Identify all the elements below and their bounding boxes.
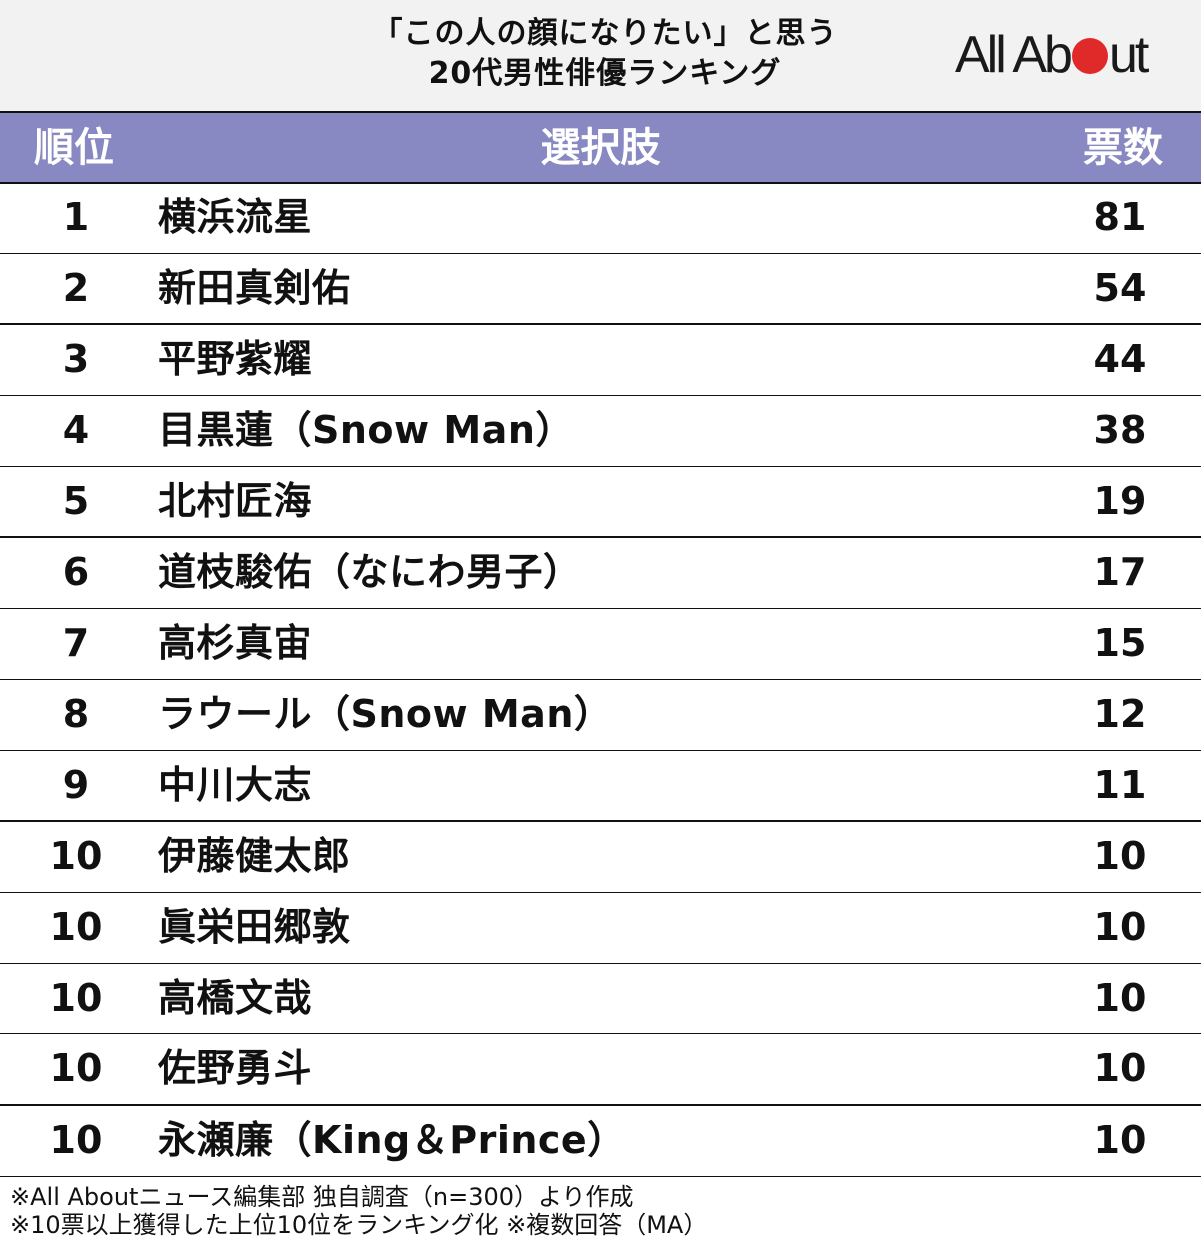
table-row: 8 ラウール（Snow Man） 12 [0, 680, 1201, 751]
votes-cell: 10 [1093, 975, 1147, 1020]
table-row: 10 永瀬廉（King＆Prince） 10 [0, 1106, 1201, 1177]
header-rank: 順位 [34, 125, 114, 171]
votes-cell: 17 [1093, 550, 1147, 595]
name-cell: 眞栄田郷敦 [158, 904, 351, 949]
rank-cell: 10 [49, 904, 103, 949]
table-row: 10 高橋文哉 10 [0, 964, 1201, 1035]
name-cell: 目黒蓮（Snow Man） [158, 408, 574, 453]
table-row: 5 北村匠海 19 [0, 467, 1201, 539]
name-cell: 新田真剣佑 [158, 265, 351, 310]
rank-cell: 8 [62, 691, 90, 736]
votes-cell: 10 [1093, 904, 1147, 949]
rank-cell: 4 [62, 408, 90, 453]
table-row: 10 伊藤健太郎 10 [0, 822, 1201, 893]
name-cell: 高橋文哉 [158, 975, 313, 1020]
table-header: 選択肢 順位 票数 [0, 113, 1201, 184]
name-cell: 北村匠海 [158, 478, 313, 523]
rank-cell: 7 [62, 621, 90, 666]
name-cell: 道枝駿佑（なにわ男子） [158, 550, 582, 595]
header-votes: 票数 [1083, 125, 1163, 171]
table-row: 3 平野紫耀 44 [0, 325, 1201, 397]
votes-cell: 44 [1093, 337, 1147, 382]
title-line-1: 「この人の顔になりたい」と思う [372, 16, 838, 51]
rank-cell: 5 [62, 478, 90, 523]
name-cell: 中川大志 [158, 762, 313, 807]
table-row: 4 目黒蓮（Snow Man） 38 [0, 396, 1201, 467]
votes-cell: 15 [1093, 621, 1147, 666]
votes-cell: 12 [1093, 691, 1147, 736]
votes-cell: 38 [1093, 408, 1147, 453]
name-cell: ラウール（Snow Man） [158, 691, 613, 736]
rank-cell: 10 [49, 975, 103, 1020]
table-row: 10 眞栄田郷敦 10 [0, 893, 1201, 964]
table-row: 2 新田真剣佑 54 [0, 254, 1201, 326]
title-line-2: 20代男性俳優ランキング [428, 56, 782, 91]
table-row: 1 横浜流星 81 [0, 183, 1201, 254]
title-band: 「この人の顔になりたい」と思う 20代男性俳優ランキング All Ab ut [0, 0, 1201, 113]
table-row: 6 道枝駿佑（なにわ男子） 17 [0, 538, 1201, 610]
votes-cell: 10 [1093, 1117, 1147, 1162]
rank-cell: 2 [62, 265, 90, 310]
table-body: 1 横浜流星 81 2 新田真剣佑 54 3 平野紫耀 44 4 目黒蓮（Snow Man） 3… [0, 183, 1201, 1177]
rank-cell: 6 [62, 550, 90, 595]
name-cell: 平野紫耀 [158, 337, 313, 382]
name-cell: 横浜流星 [158, 195, 313, 239]
footnotes: ※All Aboutニュース編集部 独自調査（n=300）より作成 ※10票以上… [10, 1183, 707, 1239]
table-row: 9 中川大志 11 [0, 751, 1201, 823]
rank-cell: 10 [49, 834, 103, 879]
logo-red-dot-icon [1071, 38, 1108, 74]
votes-cell: 19 [1093, 478, 1147, 523]
name-cell: 伊藤健太郎 [158, 834, 351, 879]
rank-cell: 3 [62, 337, 90, 382]
votes-cell: 10 [1093, 1046, 1147, 1091]
header-choice: 選択肢 [540, 125, 661, 171]
rank-cell: 9 [62, 762, 90, 807]
name-cell: 佐野勇斗 [158, 1046, 313, 1091]
votes-cell: 54 [1093, 265, 1147, 310]
votes-cell: 81 [1093, 195, 1147, 239]
chart-title: 「この人の顔になりたい」と思う 20代男性俳優ランキング [300, 14, 910, 94]
votes-cell: 10 [1093, 834, 1147, 879]
footnote-source: ※All Aboutニュース編集部 独自調査（n=300）より作成 [10, 1183, 634, 1211]
logo-text-end: ut [1108, 26, 1149, 84]
votes-cell: 11 [1093, 762, 1147, 807]
allabout-logo: All Ab ut [955, 26, 1149, 84]
rank-cell: 1 [62, 195, 90, 239]
rank-cell: 10 [49, 1117, 103, 1162]
table-row: 7 高杉真宙 15 [0, 609, 1201, 680]
name-cell: 高杉真宙 [158, 621, 313, 666]
table-row: 10 佐野勇斗 10 [0, 1034, 1201, 1106]
name-cell: 永瀬廉（King＆Prince） [158, 1117, 626, 1162]
logo-text-start: All Ab [955, 26, 1073, 84]
rank-cell: 10 [49, 1046, 103, 1091]
footnote-method: ※10票以上獲得した上位10位をランキング化 ※複数回答（MA） [10, 1211, 708, 1239]
